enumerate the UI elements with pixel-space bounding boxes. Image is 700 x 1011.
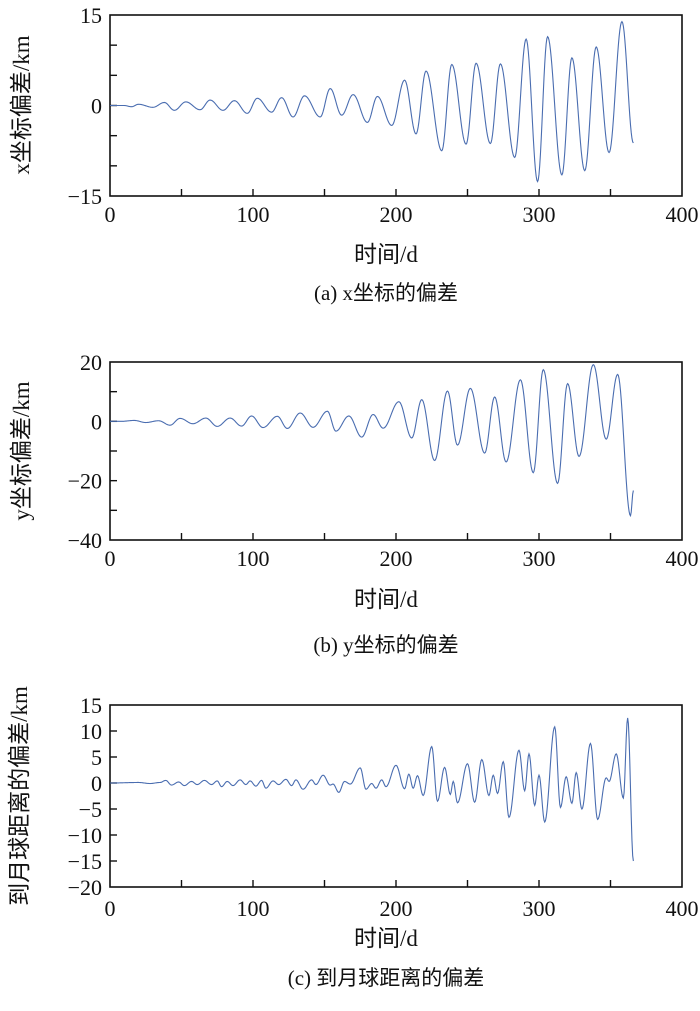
x-tick-label: 200 bbox=[380, 202, 413, 227]
y-tick-label: 0 bbox=[91, 409, 102, 434]
x-tick-label: 100 bbox=[237, 202, 270, 227]
y-tick-label: −5 bbox=[79, 797, 102, 822]
x-tick-label: 200 bbox=[380, 896, 413, 921]
y-tick-label: −10 bbox=[68, 823, 102, 848]
plot-frame bbox=[109, 361, 683, 541]
y-tick-label: 0 bbox=[91, 94, 102, 119]
y-tick-label: 20 bbox=[80, 350, 102, 375]
series-line-x bbox=[110, 20, 634, 183]
x-axis-title: 时间/d bbox=[354, 587, 418, 612]
y-axis-title: x坐标偏差/km bbox=[9, 35, 34, 174]
x-tick-label: 400 bbox=[666, 546, 699, 571]
y-tick-label: −15 bbox=[68, 849, 102, 874]
x-axis-title: 时间/d bbox=[354, 926, 418, 951]
y-tick-label: −20 bbox=[68, 875, 102, 900]
series-line-distance bbox=[110, 717, 634, 862]
x-tick-label: 300 bbox=[523, 546, 556, 571]
y-tick-label: −15 bbox=[68, 184, 102, 209]
y-tick-label: 10 bbox=[80, 719, 102, 744]
x-tick-label: 100 bbox=[237, 546, 270, 571]
y-axis-title: y坐标偏差/km bbox=[9, 381, 34, 520]
x-tick-label: 400 bbox=[666, 896, 699, 921]
plot-frame bbox=[109, 704, 683, 888]
subfigure-caption: (c) 到月球距离的偏差 bbox=[288, 966, 485, 990]
y-tick-label: 0 bbox=[91, 771, 102, 796]
x-tick-label: 0 bbox=[105, 202, 116, 227]
x-tick-label: 300 bbox=[523, 896, 556, 921]
y-tick-label: −20 bbox=[68, 469, 102, 494]
x-tick-label: 300 bbox=[523, 202, 556, 227]
x-tick-label: 100 bbox=[237, 896, 270, 921]
y-axis-title: 到月球距离的偏差/km bbox=[7, 686, 32, 906]
y-tick-label: 5 bbox=[91, 745, 102, 770]
y-tick-label: 15 bbox=[80, 3, 102, 28]
series-line-y bbox=[110, 363, 634, 518]
x-tick-label: 0 bbox=[105, 896, 116, 921]
x-tick-label: 400 bbox=[666, 202, 699, 227]
chart-panel-c: 0 100 200 300 400−20−15−10−5051015时间/d到月球距离的… bbox=[7, 686, 699, 990]
subfigure-caption: (b) y坐标的偏差 bbox=[313, 633, 458, 657]
x-axis-title: 时间/d bbox=[354, 242, 418, 267]
chart-panel-b: 0 100 200 300 400 −40 −20 0 20 时间/d y坐标偏差/km (b) y坐… bbox=[9, 350, 699, 657]
plot-frame bbox=[109, 14, 683, 197]
x-tick-label: 0 bbox=[105, 546, 116, 571]
y-tick-label: −40 bbox=[68, 528, 102, 553]
y-tick-label: 15 bbox=[80, 693, 102, 718]
x-tick-label: 200 bbox=[380, 546, 413, 571]
subfigure-caption: (a) x坐标的偏差 bbox=[314, 281, 458, 305]
